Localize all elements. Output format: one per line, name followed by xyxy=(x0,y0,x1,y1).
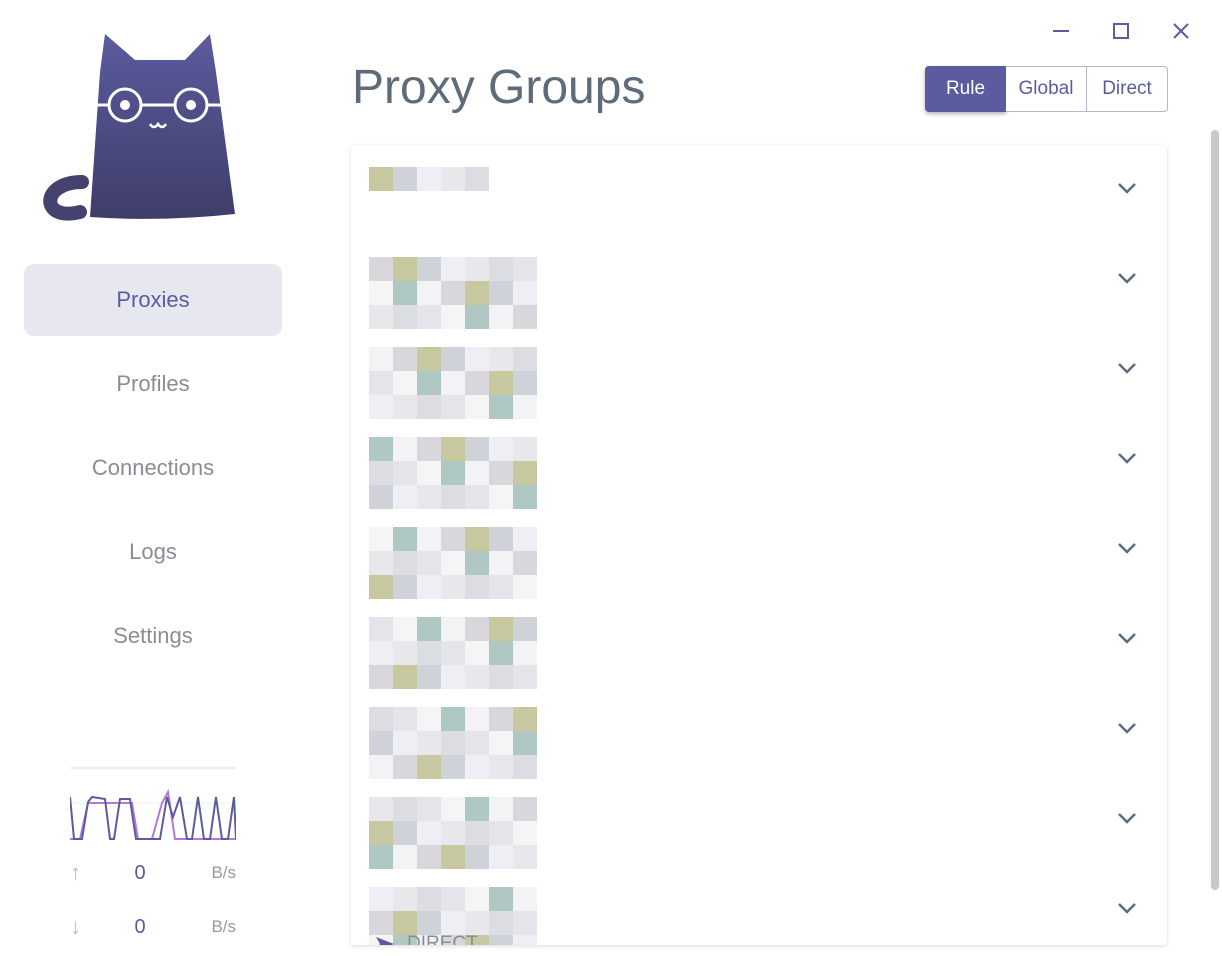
proxy-group-list: DIRECT xyxy=(351,145,1167,945)
send-icon xyxy=(376,937,394,945)
sidebar-item-proxies[interactable]: Proxies xyxy=(24,264,282,336)
mode-global-button[interactable]: Global xyxy=(1006,66,1087,112)
redacted-group-name xyxy=(369,437,537,509)
chevron-down-icon[interactable] xyxy=(1117,811,1137,829)
chevron-down-icon[interactable] xyxy=(1117,181,1137,199)
arrow-down-icon: ↓ xyxy=(70,914,81,939)
chevron-down-icon[interactable] xyxy=(1117,361,1137,379)
redacted-group-name xyxy=(369,887,537,945)
redacted-group-name xyxy=(369,707,537,779)
download-value: 0 xyxy=(134,915,146,938)
proxy-group-row[interactable] xyxy=(351,595,1167,689)
chevron-down-icon[interactable] xyxy=(1117,721,1137,739)
scrollbar[interactable] xyxy=(1211,130,1219,890)
redacted-group-name xyxy=(369,617,537,689)
page-title: Proxy Groups xyxy=(352,61,646,114)
chevron-down-icon[interactable] xyxy=(1117,451,1137,469)
upload-unit: B/s xyxy=(211,863,236,882)
minimize-button[interactable] xyxy=(1048,18,1074,44)
selected-proxy-label: DIRECT xyxy=(407,933,478,945)
close-button[interactable] xyxy=(1168,18,1194,44)
proxy-group-row[interactable] xyxy=(351,145,1167,235)
redacted-group-name xyxy=(369,167,537,191)
sidebar-item-profiles[interactable]: Profiles xyxy=(116,371,190,396)
cat-logo xyxy=(43,34,235,221)
selected-proxy: DIRECT xyxy=(375,933,478,945)
traffic-graph xyxy=(70,767,236,840)
mode-direct-button[interactable]: Direct xyxy=(1087,66,1168,112)
proxy-group-row[interactable] xyxy=(351,775,1167,869)
chevron-down-icon[interactable] xyxy=(1117,271,1137,289)
redacted-group-name xyxy=(369,347,537,419)
proxy-group-row[interactable] xyxy=(351,325,1167,419)
arrow-up-icon: ↑ xyxy=(70,860,81,885)
redacted-group-name xyxy=(369,797,537,869)
redacted-group-name xyxy=(369,257,537,329)
chevron-down-icon[interactable] xyxy=(1117,541,1137,559)
mode-rule-button[interactable]: Rule xyxy=(925,66,1006,112)
upload-speed: ↑ 0 B/s xyxy=(70,860,236,886)
chevron-down-icon[interactable] xyxy=(1117,631,1137,649)
mode-switch: Rule Global Direct xyxy=(925,66,1168,112)
upload-value: 0 xyxy=(134,861,146,884)
proxy-group-row[interactable] xyxy=(351,505,1167,599)
maximize-button[interactable] xyxy=(1108,18,1134,44)
download-speed: ↓ 0 B/s xyxy=(70,914,236,940)
sidebar-item-settings[interactable]: Settings xyxy=(113,623,193,648)
chevron-down-icon[interactable] xyxy=(1117,901,1137,919)
sidebar-item-connections[interactable]: Connections xyxy=(91,455,215,480)
redacted-group-name xyxy=(369,527,537,599)
proxy-group-row[interactable] xyxy=(351,415,1167,509)
proxy-group-row[interactable] xyxy=(351,235,1167,329)
proxy-group-row[interactable] xyxy=(351,685,1167,779)
download-unit: B/s xyxy=(211,917,236,936)
sidebar-item-logs[interactable]: Logs xyxy=(129,539,177,564)
proxy-group-row[interactable]: DIRECT xyxy=(351,865,1167,945)
